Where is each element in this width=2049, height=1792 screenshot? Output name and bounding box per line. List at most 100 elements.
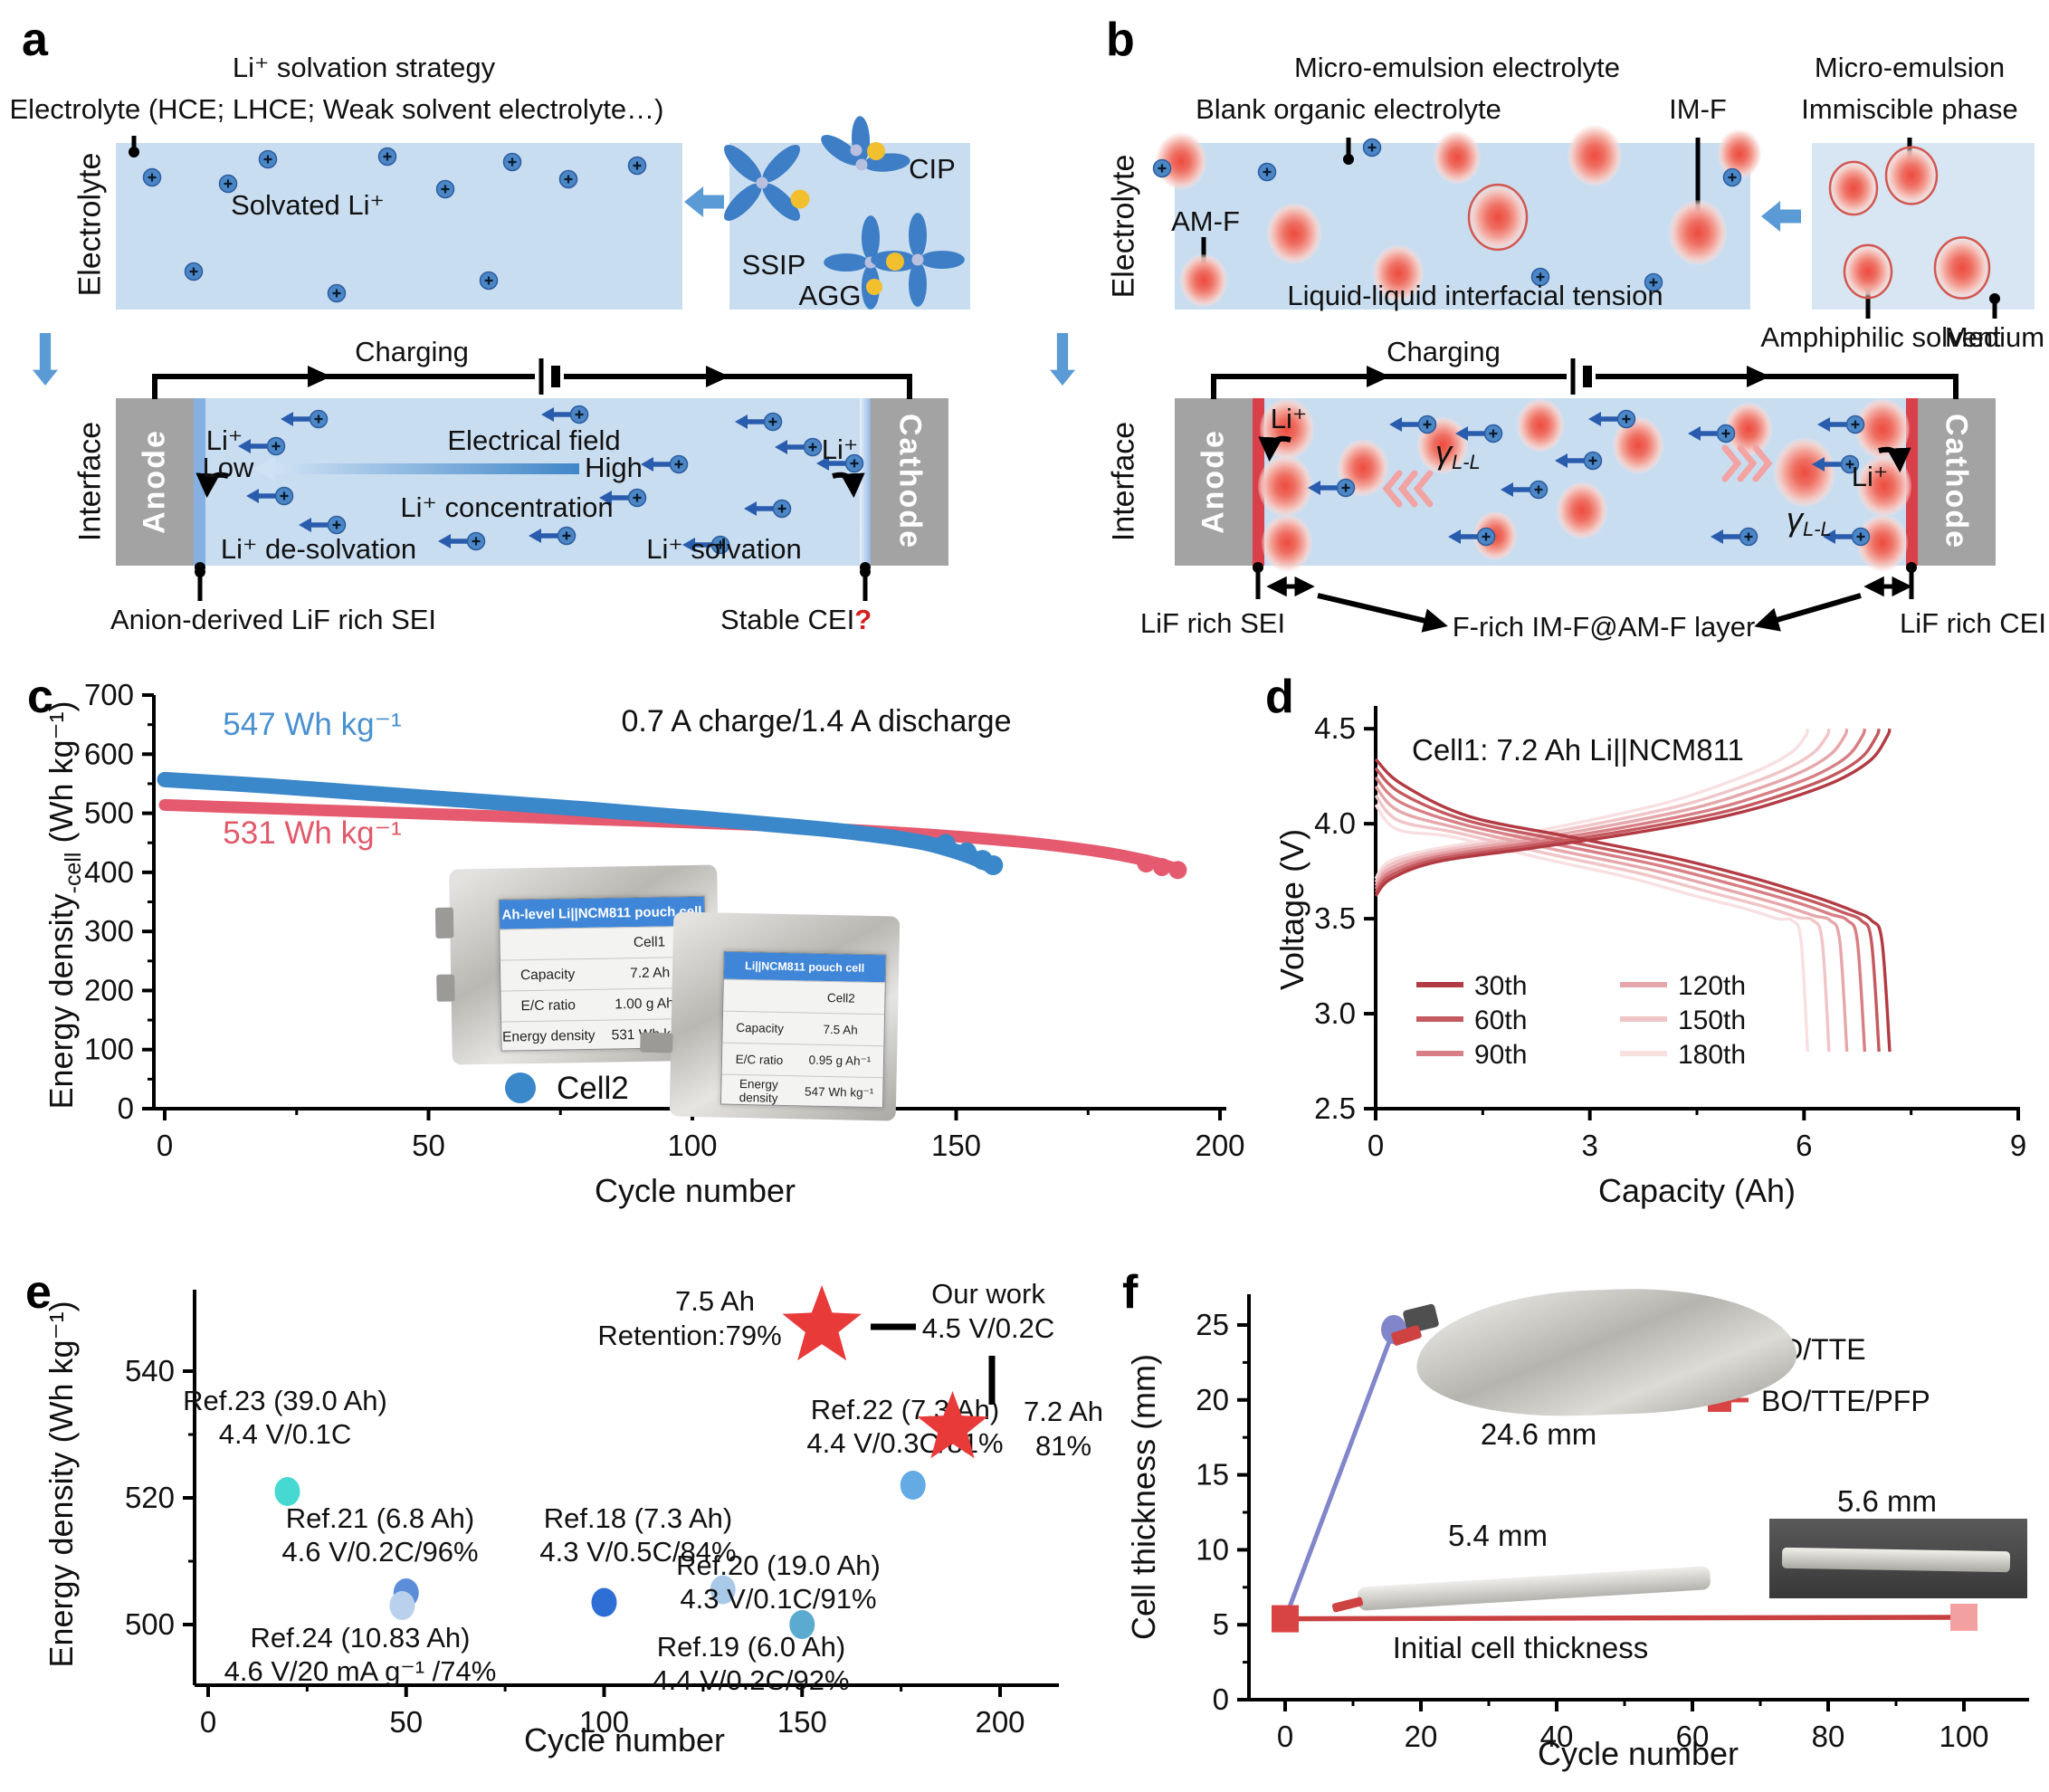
svg-text:Cell1: 7.2 Ah Li||NCM811: Cell1: 7.2 Ah Li||NCM811 (1412, 733, 1744, 767)
thin-pouch-photo (1769, 1519, 2027, 1598)
discharge-curve-30th (1374, 758, 1892, 1053)
charge-curve-90th (1374, 728, 1867, 891)
svg-text:4.4 V/0.2C/92%: 4.4 V/0.2C/92% (653, 1664, 849, 1696)
panel-a-cathode-block (871, 398, 948, 566)
svg-text:520: 520 (125, 1481, 175, 1514)
pouch-spec-table-cell2: Li||NCM811 pouch cell Cell2 Capacity 7.5 Ah… (720, 950, 887, 1110)
panel-a-anode-label: Anode (137, 429, 172, 534)
panel-b-immiscible-box (1812, 143, 2035, 310)
panel-a-low: Low (202, 452, 254, 483)
svg-text:Cycle number: Cycle number (524, 1721, 725, 1759)
panel-b-cathode-block (1918, 398, 1996, 566)
panel-a-axis-interface: Interface (72, 421, 108, 542)
panel-b-amf-label: AM-F (1171, 205, 1240, 237)
svg-text:25: 25 (1196, 1308, 1229, 1341)
panel-b-medium-label: Medium (1944, 321, 2045, 353)
svg-text:90th: 90th (1474, 1040, 1527, 1070)
panel-b-cathode-label: Cathode (1939, 414, 1974, 549)
svg-text:4.5: 4.5 (1314, 711, 1356, 745)
blue-left-arrow-icon (1761, 201, 1801, 232)
svg-text:Cycle number: Cycle number (1538, 1735, 1739, 1772)
svg-text:300: 300 (84, 914, 134, 948)
svg-text:3: 3 (1581, 1129, 1597, 1162)
panel-a-cip-label: CIP (909, 153, 956, 185)
our-work-star-1 (782, 1285, 862, 1361)
bo-tte-line (1282, 1329, 1396, 1620)
panel-a-anode-block (116, 398, 194, 566)
panel-a-axis-electrolyte: Electrolyte (72, 152, 108, 297)
pouch-tab (436, 974, 455, 1002)
panel-b-layer-note: F-rich IM-F@AM-F layer (1452, 611, 1756, 643)
blue-left-arrow-icon (684, 186, 724, 217)
panel-a-title: Li⁺ solvation strategy (232, 52, 496, 83)
svg-text:700: 700 (84, 678, 134, 711)
svg-text:Cycle number: Cycle number (595, 1172, 796, 1209)
charge-curve-150th (1374, 728, 1831, 883)
svg-text:80: 80 (1812, 1720, 1845, 1753)
panel-a-agg-label: AGG (798, 280, 862, 311)
svg-text:4.4 V/0.1C: 4.4 V/0.1C (219, 1418, 351, 1450)
svg-text:15: 15 (1196, 1458, 1229, 1492)
svg-text:3.5: 3.5 (1314, 901, 1356, 935)
svg-text:Energy density-cell (Wh kg⁻¹): Energy density-cell (Wh kg⁻¹) (43, 701, 86, 1110)
discharge-curve-150th (1374, 794, 1831, 1053)
svg-text:9: 9 (2010, 1129, 2026, 1162)
svg-text:60: 60 (1676, 1720, 1710, 1753)
discharge-curve-120th (1374, 785, 1849, 1053)
svg-text:100: 100 (1939, 1720, 1988, 1753)
ref-point-Ref.20 (710, 1575, 736, 1605)
panel-b-cei-note: LiF rich CEI (1900, 607, 2046, 639)
svg-text:4.3 V/0.5C/84%: 4.3 V/0.5C/84% (539, 1536, 736, 1568)
svg-text:30th: 30th (1474, 971, 1527, 1001)
panel-a-letter: a (22, 14, 48, 66)
pouch-table-row: E/C ratio 0.95 g Ah⁻¹ (721, 1042, 884, 1078)
svg-text:2.5: 2.5 (1314, 1091, 1356, 1125)
panel-b-li-anode: Li⁺ (1270, 403, 1308, 434)
thin-pouch-body (1781, 1547, 2011, 1573)
svg-text:5: 5 (1213, 1607, 1229, 1641)
panel-a-cei-strip (860, 398, 871, 566)
panel-a-li-concentration: Li⁺ concentration (400, 491, 614, 523)
svg-text:50: 50 (412, 1129, 445, 1162)
svg-text:Ref.24 (10.83 Ah): Ref.24 (10.83 Ah) (251, 1622, 471, 1654)
svg-text:0: 0 (1213, 1682, 1229, 1716)
panel-a-charging-label: Charging (355, 336, 469, 367)
panel-a-electrolyte-box (116, 143, 682, 310)
svg-text:531 Wh kg⁻¹: 531 Wh kg⁻¹ (223, 815, 401, 851)
svg-text:100: 100 (84, 1033, 134, 1066)
panel-b-anode-label: Anode (1196, 429, 1231, 534)
svg-text:3.0: 3.0 (1314, 996, 1356, 1030)
svg-text:Ref.21 (6.8 Ah): Ref.21 (6.8 Ah) (286, 1502, 475, 1534)
svg-text:600: 600 (84, 737, 134, 770)
panel-b-cei-strip (1906, 398, 1918, 566)
cell2-band (157, 771, 1001, 874)
svg-text:Capacity (Ah): Capacity (Ah) (1598, 1172, 1796, 1209)
panel-b-llt-label: Liquid-liquid interfacial tension (1287, 280, 1663, 311)
panel-f-letter: f (1122, 1266, 1139, 1319)
pouch-table-header: Li||NCM811 pouch cell (723, 951, 886, 983)
panel-d-letter: d (1265, 671, 1294, 723)
svg-text:0: 0 (200, 1705, 216, 1739)
discharge-curve-90th (1374, 776, 1867, 1053)
svg-text:Initial cell thickness: Initial cell thickness (1393, 1631, 1648, 1664)
svg-text:10: 10 (1196, 1532, 1229, 1566)
panel-a-li-solvation: Li⁺ solvation (646, 533, 802, 565)
svg-text:Ref.20 (19.0 Ah): Ref.20 (19.0 Ah) (676, 1549, 881, 1581)
pouch-tab (640, 1032, 673, 1053)
charge-curve-60th (1374, 728, 1881, 894)
ref-point-Ref.22 (900, 1471, 926, 1500)
svg-text:Voltage (V): Voltage (V) (1273, 829, 1310, 990)
panel-b-axis-electrolyte: Electrolyte (1106, 154, 1141, 299)
panel-a-cathode-label: Cathode (892, 414, 928, 549)
svg-text:0: 0 (118, 1091, 134, 1125)
svg-text:50: 50 (389, 1705, 423, 1739)
pouch-cell-photo-cell2: Li||NCM811 pouch cell Cell2 Capacity 7.5 Ah… (640, 911, 901, 1121)
panel-b-gamma-right: γL-L (1787, 500, 1832, 540)
our-work-star-2 (917, 1391, 988, 1459)
discharge-curve-180th (1374, 804, 1809, 1053)
svg-text:Cell thickness (mm): Cell thickness (mm) (1125, 1354, 1162, 1640)
panel-e-letter: e (25, 1266, 52, 1319)
svg-text:4.4 V/0.3C/81%: 4.4 V/0.3C/81% (806, 1427, 1003, 1459)
